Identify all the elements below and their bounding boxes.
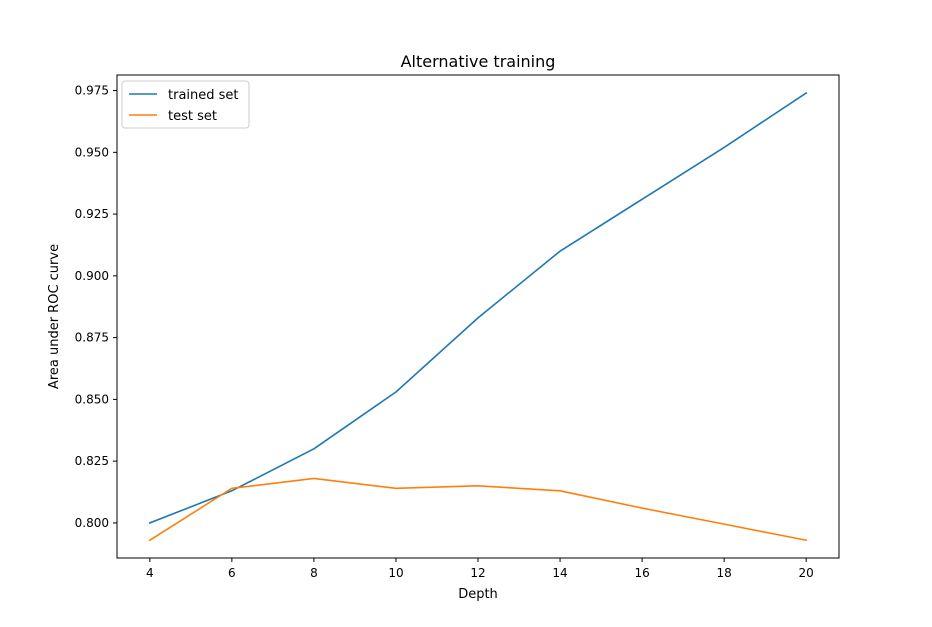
x-tick-label: 16 [634, 566, 649, 580]
y-tick-label: 0.800 [75, 516, 109, 530]
y-tick-label: 0.900 [75, 269, 109, 283]
series-layer [148, 91, 808, 542]
x-axis-label: Depth [458, 587, 498, 602]
chart-title: Alternative training [401, 52, 556, 71]
y-tick-label: 0.950 [75, 145, 109, 159]
y-tick-label: 0.975 [75, 84, 109, 98]
y-tick-label: 0.825 [75, 454, 109, 468]
legend-label: trained set [168, 88, 239, 103]
x-tick-label: 8 [310, 566, 318, 580]
legend-entries: trained set test set [129, 88, 239, 124]
plot-frame [116, 74, 840, 559]
x-tick-label: 10 [388, 566, 403, 580]
y-axis-label: Area under ROC curve [47, 244, 62, 389]
legend-label: test set [168, 109, 217, 124]
x-tick-label: 6 [228, 566, 236, 580]
x-axis-ticks: 4 6 8 10 12 14 16 18 20 [146, 558, 814, 580]
y-tick-label: 0.875 [75, 331, 109, 345]
y-tick-label: 0.850 [75, 392, 109, 406]
x-tick-label: 14 [552, 566, 567, 580]
x-tick-label: 18 [716, 566, 731, 580]
x-tick-label: 4 [146, 566, 154, 580]
x-tick-label: 20 [799, 566, 814, 580]
legend-box [121, 80, 250, 129]
series-line-trained-set [148, 91, 808, 524]
plot-area [117, 75, 839, 558]
y-tick-label: 0.925 [75, 207, 109, 221]
legend: trained set test set [121, 80, 250, 129]
y-axis-ticks: 0.800 0.825 0.850 0.875 0.900 0.925 0.950 0.975 [75, 84, 117, 530]
series-line-test-set [148, 477, 808, 542]
x-tick-label: 12 [470, 566, 485, 580]
